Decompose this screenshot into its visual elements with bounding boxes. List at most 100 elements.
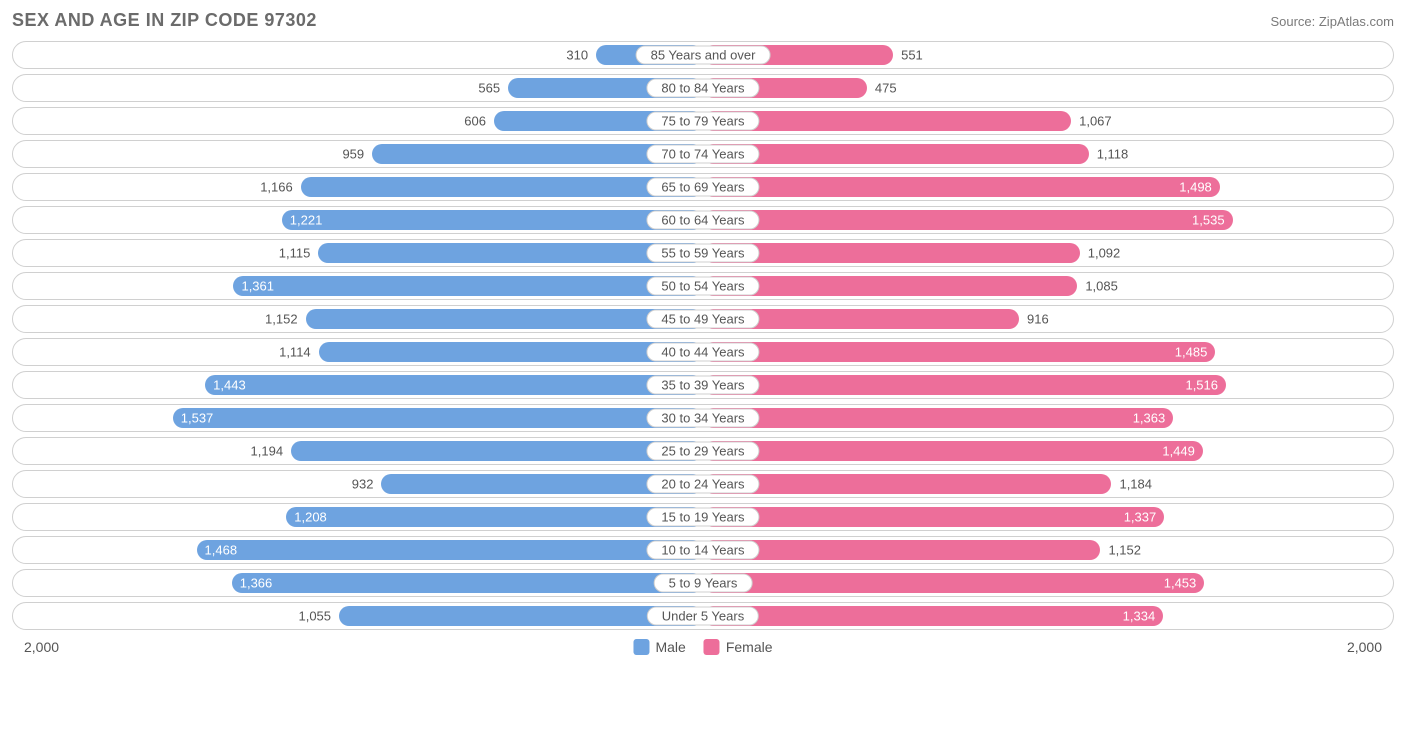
age-label: 45 to 49 Years xyxy=(646,310,759,329)
chart-row: 1,4681,15210 to 14 Years xyxy=(12,536,1394,564)
age-label: 75 to 79 Years xyxy=(646,112,759,131)
female-value-label: 1,085 xyxy=(1085,279,1118,294)
male-value-label: 310 xyxy=(566,48,588,63)
chart-row: 310 551 85 Years and over xyxy=(12,41,1394,69)
age-label: 20 to 24 Years xyxy=(646,475,759,494)
female-value-label: 1,092 xyxy=(1088,246,1121,261)
female-value-label: 1,334 xyxy=(1123,609,1156,624)
chart-row: 1,166 1,498 65 to 69 Years xyxy=(12,173,1394,201)
female-value-label: 1,498 xyxy=(1179,180,1212,195)
legend-male-swatch xyxy=(633,639,649,655)
female-value-label: 1,337 xyxy=(1124,510,1157,525)
male-value-label: 959 xyxy=(342,147,364,162)
axis-label-right: 2,000 xyxy=(1347,639,1382,655)
female-value-label: 1,067 xyxy=(1079,114,1112,129)
chart-row: 1,2081,33715 to 19 Years xyxy=(12,503,1394,531)
male-bar: 1,361 xyxy=(233,276,703,296)
female-bar: 1,334 xyxy=(703,606,1163,626)
legend-female-swatch xyxy=(704,639,720,655)
male-bar: 1,537 xyxy=(173,408,703,428)
chart-row: 1,537 1,363 30 to 34 Years xyxy=(12,404,1394,432)
age-label: 40 to 44 Years xyxy=(646,343,759,362)
female-bar: 1,363 xyxy=(703,408,1173,428)
male-value-label: 1,166 xyxy=(260,180,293,195)
age-label: 70 to 74 Years xyxy=(646,145,759,164)
male-bar: 1,208 xyxy=(286,507,703,527)
chart-title: SEX AND AGE IN ZIP CODE 97302 xyxy=(12,10,317,31)
male-bar xyxy=(318,243,703,263)
male-value-label: 1,114 xyxy=(279,345,311,360)
population-pyramid-chart: 310 551 85 Years and over 565 475 80 to 84 Ye… xyxy=(12,41,1394,630)
female-value-label: 1,184 xyxy=(1119,477,1152,492)
chart-row: 1,114 1,485 40 to 44 Years xyxy=(12,338,1394,366)
male-value-label: 1,194 xyxy=(251,444,284,459)
chart-row: 565 475 80 to 84 Years xyxy=(12,74,1394,102)
female-bar xyxy=(703,474,1111,494)
male-value-label: 1,366 xyxy=(240,576,273,591)
legend-male-label: Male xyxy=(655,639,685,655)
female-value-label: 475 xyxy=(875,81,897,96)
chart-row: 932 1,184 20 to 24 Years xyxy=(12,470,1394,498)
male-value-label: 606 xyxy=(464,114,486,129)
female-bar: 1,516 xyxy=(703,375,1226,395)
male-value-label: 932 xyxy=(352,477,374,492)
male-value-label: 1,152 xyxy=(265,312,298,327)
chart-footer: 2,000 Male Female 2,000 xyxy=(12,636,1394,658)
male-bar: 1,443 xyxy=(205,375,703,395)
male-bar: 1,221 xyxy=(282,210,703,230)
female-value-label: 1,516 xyxy=(1185,378,1218,393)
female-bar: 1,453 xyxy=(703,573,1204,593)
female-value-label: 916 xyxy=(1027,312,1049,327)
female-bar: 1,485 xyxy=(703,342,1215,362)
male-bar xyxy=(319,342,703,362)
age-label: 30 to 34 Years xyxy=(646,409,759,428)
male-value-label: 1,055 xyxy=(298,609,331,624)
age-label: 80 to 84 Years xyxy=(646,79,759,98)
chart-row: 1,1151,09255 to 59 Years xyxy=(12,239,1394,267)
age-label: Under 5 Years xyxy=(647,607,759,626)
male-value-label: 565 xyxy=(478,81,500,96)
age-label: 85 Years and over xyxy=(636,46,771,65)
male-bar xyxy=(301,177,703,197)
age-label: 10 to 14 Years xyxy=(646,541,759,560)
male-bar: 1,468 xyxy=(197,540,703,560)
age-label: 35 to 39 Years xyxy=(646,376,759,395)
female-bar xyxy=(703,540,1100,560)
female-value-label: 1,453 xyxy=(1164,576,1197,591)
male-bar: 1,366 xyxy=(232,573,703,593)
female-value-label: 1,535 xyxy=(1192,213,1225,228)
female-value-label: 1,449 xyxy=(1162,444,1195,459)
chart-row: 1,055 1,334 Under 5 Years xyxy=(12,602,1394,630)
legend-female: Female xyxy=(704,639,773,655)
chart-row: 1,366 1,453 5 to 9 Years xyxy=(12,569,1394,597)
chart-row: 1,194 1,449 25 to 29 Years xyxy=(12,437,1394,465)
male-value-label: 1,468 xyxy=(205,543,238,558)
age-label: 25 to 29 Years xyxy=(646,442,759,461)
age-label: 50 to 54 Years xyxy=(646,277,759,296)
female-bar: 1,337 xyxy=(703,507,1164,527)
chart-row: 1,443 1,516 35 to 39 Years xyxy=(12,371,1394,399)
female-value-label: 1,485 xyxy=(1175,345,1208,360)
chart-row: 1,152 916 45 to 49 Years xyxy=(12,305,1394,333)
chart-row: 1,361 1,085 50 to 54 Years xyxy=(12,272,1394,300)
female-bar: 1,449 xyxy=(703,441,1203,461)
female-value-label: 551 xyxy=(901,48,923,63)
female-value-label: 1,363 xyxy=(1133,411,1166,426)
chart-header: SEX AND AGE IN ZIP CODE 97302 Source: Zi… xyxy=(12,10,1394,31)
female-value-label: 1,118 xyxy=(1097,147,1129,162)
male-bar xyxy=(306,309,703,329)
male-value-label: 1,443 xyxy=(213,378,246,393)
age-label: 5 to 9 Years xyxy=(654,574,753,593)
female-bar xyxy=(703,144,1089,164)
age-label: 65 to 69 Years xyxy=(646,178,759,197)
male-value-label: 1,361 xyxy=(241,279,274,294)
chart-source: Source: ZipAtlas.com xyxy=(1270,14,1394,29)
male-bar xyxy=(291,441,703,461)
male-value-label: 1,221 xyxy=(290,213,323,228)
age-label: 55 to 59 Years xyxy=(646,244,759,263)
male-value-label: 1,537 xyxy=(181,411,214,426)
female-bar: 1,498 xyxy=(703,177,1220,197)
male-value-label: 1,208 xyxy=(294,510,327,525)
chart-row: 606 1,067 75 to 79 Years xyxy=(12,107,1394,135)
legend-male: Male xyxy=(633,639,685,655)
